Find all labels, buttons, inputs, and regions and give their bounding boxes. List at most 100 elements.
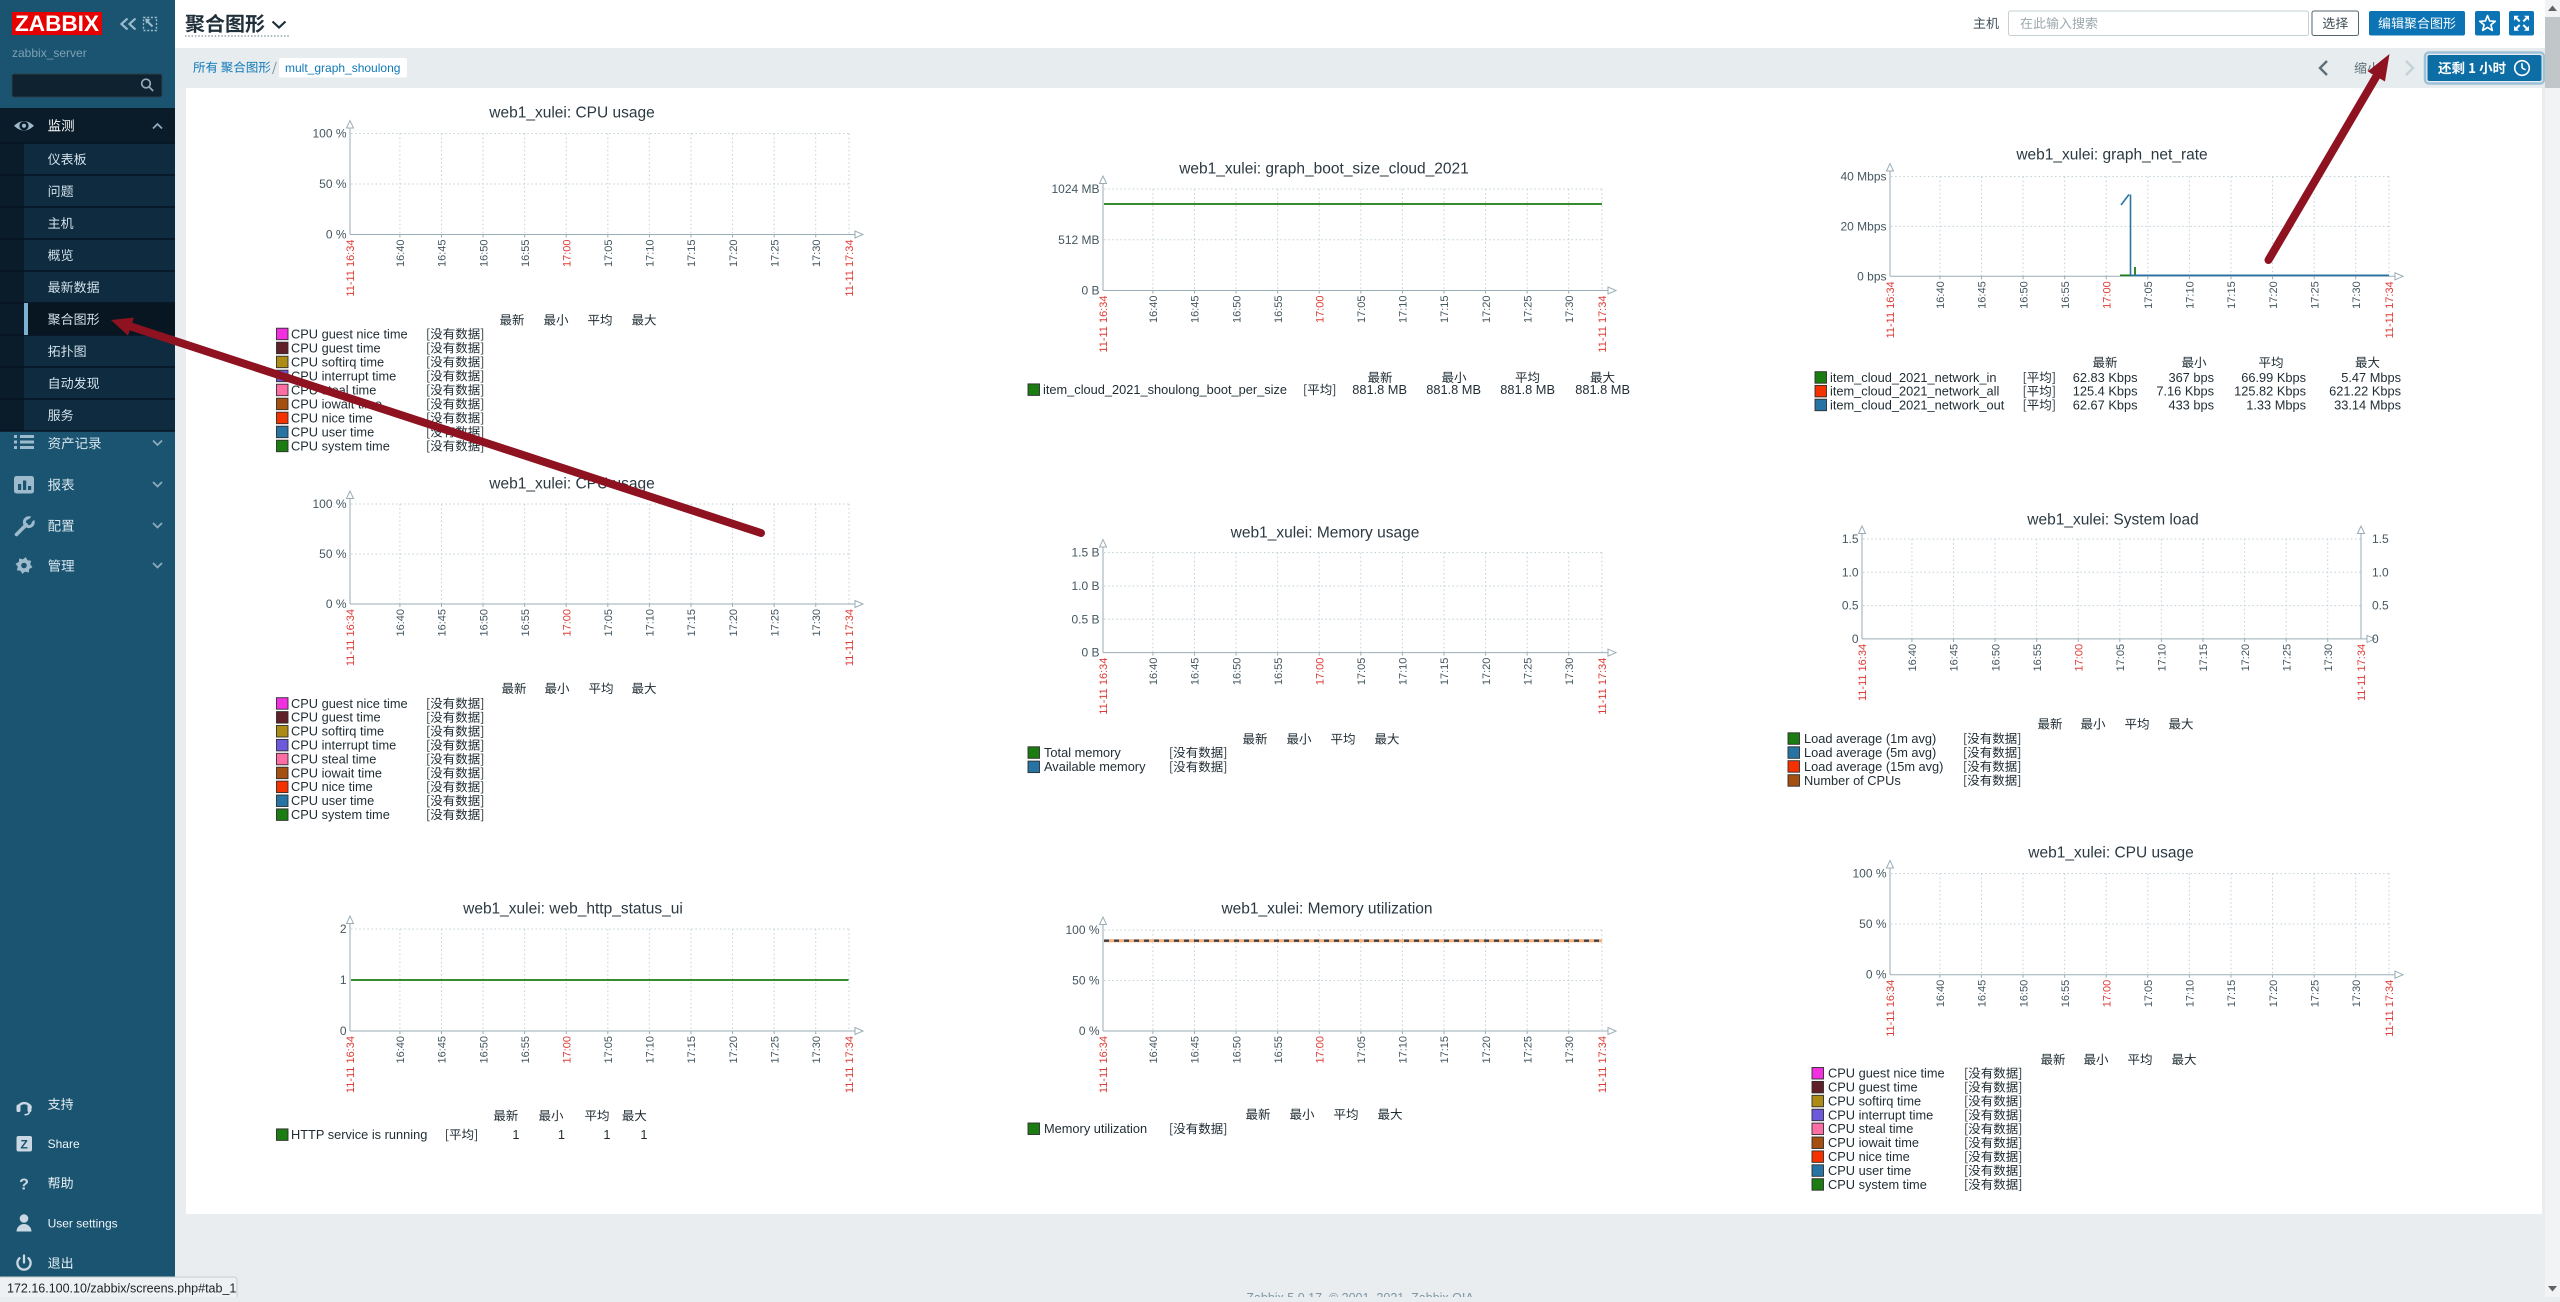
svg-text:HTTP service is running: HTTP service is running [291,1127,427,1142]
svg-text:17:20: 17:20 [2240,644,2252,672]
svg-text:17:15: 17:15 [2226,281,2238,309]
svg-text:11-11 16:34: 11-11 16:34 [345,609,357,666]
svg-text:17:20: 17:20 [728,1036,740,1064]
svg-text:User settings: User settings [48,1217,118,1231]
svg-text:17:25: 17:25 [769,240,781,268]
svg-text:CPU user time: CPU user time [1828,1163,1911,1178]
svg-text:17:10: 17:10 [645,1036,657,1064]
svg-text:17:05: 17:05 [603,240,615,268]
svg-text:11-11 17:34: 11-11 17:34 [2384,980,2396,1037]
svg-text:web1_xulei: Memory usage: web1_xulei: Memory usage [1230,525,1420,542]
svg-text:16:55: 16:55 [520,1036,532,1064]
svg-text:17:25: 17:25 [2309,980,2321,1008]
svg-text:17:25: 17:25 [2281,644,2293,672]
svg-text:17:00: 17:00 [561,240,573,268]
svg-text:5.47 Mbps: 5.47 Mbps [2341,370,2401,385]
svg-text:web1_xulei: CPU usage: web1_xulei: CPU usage [2027,845,2193,862]
svg-text:16:55: 16:55 [2060,980,2072,1008]
svg-text:16:40: 16:40 [1935,281,1947,309]
svg-text:16:50: 16:50 [1231,658,1243,686]
svg-text:1024 MB: 1024 MB [1051,182,1099,196]
svg-text:17:05: 17:05 [2143,980,2155,1008]
svg-text:11-11 16:34: 11-11 16:34 [1098,296,1110,353]
svg-text:CPU iowait time: CPU iowait time [291,765,382,780]
svg-text:17:00: 17:00 [1314,296,1326,324]
svg-text:125.4 Kbps: 125.4 Kbps [2073,384,2138,399]
svg-text:web1_xulei: graph_boot_size_cl: web1_xulei: graph_boot_size_cloud_2021 [1178,161,1469,178]
svg-text:11-11 17:34: 11-11 17:34 [1597,1036,1609,1093]
svg-text:CPU interrupt time: CPU interrupt time [291,368,396,383]
svg-text:zabbix_server: zabbix_server [12,46,87,60]
svg-text:17:10: 17:10 [645,609,657,637]
svg-text:17:10: 17:10 [1398,296,1410,324]
svg-text:17:20: 17:20 [2268,980,2280,1008]
svg-text:1.0: 1.0 [2372,565,2389,579]
svg-text:17:25: 17:25 [2309,281,2321,309]
svg-text:17:25: 17:25 [769,609,781,637]
svg-text:50 %: 50 % [1859,917,1887,931]
svg-text:172.16.100.10/zabbix/screens.p: 172.16.100.10/zabbix/screens.php#tab_1 [7,1282,236,1296]
svg-text:16:50: 16:50 [478,1036,490,1064]
svg-text:16:55: 16:55 [2060,281,2072,309]
svg-text:50 %: 50 % [1072,974,1100,988]
svg-text:11-11 16:34: 11-11 16:34 [1857,644,1869,701]
svg-text:16:45: 16:45 [1977,980,1989,1008]
svg-text:16:50: 16:50 [1231,296,1243,324]
svg-text:16:40: 16:40 [1148,658,1160,686]
svg-text:1: 1 [603,1127,610,1142]
svg-text:16:40: 16:40 [1907,644,1919,672]
svg-text:0 %: 0 % [1866,968,1887,982]
svg-text:17:25: 17:25 [1522,296,1534,324]
svg-text:17:30: 17:30 [2323,644,2335,672]
svg-text:web1_xulei: System load: web1_xulei: System load [2026,512,2198,529]
svg-text:Share: Share [48,1137,80,1151]
svg-text:CPU guest time: CPU guest time [291,340,381,355]
svg-text:item_cloud_2021_network_in: item_cloud_2021_network_in [1830,370,1996,385]
svg-text:16:50: 16:50 [2018,980,2030,1008]
svg-text:17:15: 17:15 [2198,644,2210,672]
svg-text:0 %: 0 % [326,597,347,611]
svg-text:17:25: 17:25 [769,1036,781,1064]
svg-text:17:05: 17:05 [603,609,615,637]
svg-text:16:40: 16:40 [395,1036,407,1064]
svg-text:16:45: 16:45 [1190,296,1202,324]
svg-text:17:25: 17:25 [1522,1036,1534,1064]
svg-text:100 %: 100 % [1852,867,1886,881]
svg-text:0: 0 [1852,632,1859,646]
svg-text:?: ? [19,1177,29,1194]
svg-text:367 bps: 367 bps [2168,370,2214,385]
svg-text:17:00: 17:00 [561,609,573,637]
svg-text:62.67 Kbps: 62.67 Kbps [2073,397,2138,412]
svg-text:17:10: 17:10 [2157,644,2169,672]
svg-text:17:20: 17:20 [728,609,740,637]
svg-text:Number of CPUs: Number of CPUs [1804,773,1901,788]
svg-text:web1_xulei: web_http_status_ui: web1_xulei: web_http_status_ui [462,901,683,918]
svg-text:17:05: 17:05 [603,1036,615,1064]
svg-text:50 %: 50 % [319,547,347,561]
svg-text:16:55: 16:55 [1273,658,1285,686]
svg-text:11-11 17:34: 11-11 17:34 [2356,644,2368,701]
svg-text:0: 0 [340,1024,347,1038]
svg-text:16:45: 16:45 [1977,281,1989,309]
svg-text:CPU guest time: CPU guest time [1828,1080,1918,1095]
svg-text:CPU user time: CPU user time [291,424,374,439]
svg-text:web1_xulei: Memory utilization: web1_xulei: Memory utilization [1220,901,1432,918]
svg-text:20 Mbps: 20 Mbps [1840,219,1886,233]
svg-text:17:15: 17:15 [686,1036,698,1064]
svg-text:16:45: 16:45 [1190,658,1202,686]
svg-text:433 bps: 433 bps [2168,397,2214,412]
svg-text:16:40: 16:40 [1148,1036,1160,1064]
svg-text:17:15: 17:15 [2226,980,2238,1008]
svg-text:881.8 MB: 881.8 MB [1352,382,1407,397]
svg-text:11-11 16:34: 11-11 16:34 [345,240,357,297]
svg-text:Z: Z [21,1137,28,1151]
svg-text:17:10: 17:10 [1398,658,1410,686]
svg-text:17:20: 17:20 [728,240,740,268]
svg-text:0.5: 0.5 [2372,599,2389,613]
svg-text:0.5: 0.5 [1842,599,1859,613]
svg-text:2: 2 [340,922,347,936]
svg-text:17:30: 17:30 [811,609,823,637]
svg-text:1.5: 1.5 [1842,532,1859,546]
svg-text:17:30: 17:30 [1564,296,1576,324]
svg-text:CPU steal time: CPU steal time [1828,1121,1913,1136]
